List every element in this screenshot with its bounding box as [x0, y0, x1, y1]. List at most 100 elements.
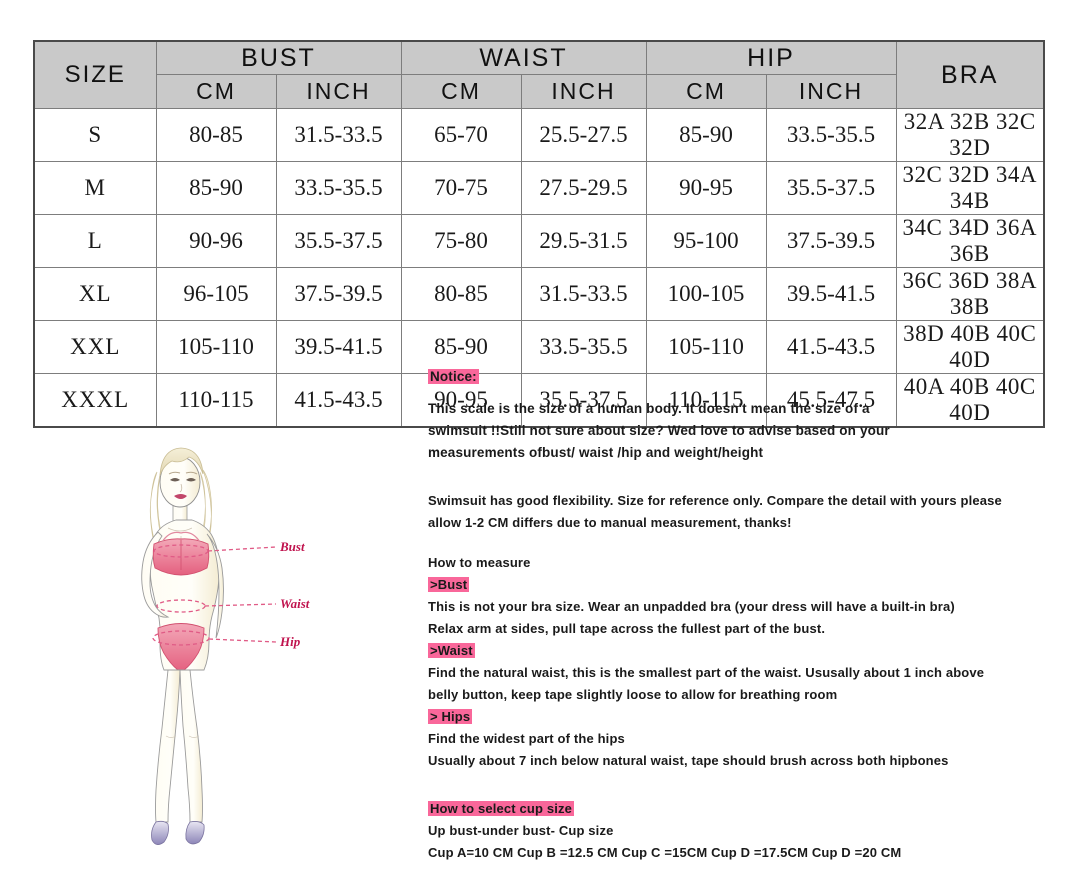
cell-hip-inch: 33.5-35.5 [765, 108, 897, 162]
cell-hip-inch: 35.5-37.5 [765, 161, 897, 215]
notice-paragraph1-line3: measurements ofbust/ waist /hip and weig… [428, 445, 764, 460]
spacer [428, 464, 1040, 490]
cup-size-heading-text: How to select cup size [428, 801, 575, 816]
knee-right [188, 735, 200, 738]
lips [174, 494, 187, 499]
cell-waist-inch: 29.5-31.5 [520, 214, 647, 268]
spacer [428, 388, 1040, 398]
cell-hip-inch: 39.5-41.5 [765, 267, 897, 321]
waist-instruction-line2: belly button, keep tape slightly loose t… [428, 687, 838, 702]
cell-hip-cm: 90-95 [645, 161, 767, 215]
cell-bust-cm: 90-96 [155, 214, 277, 268]
arm-left [141, 531, 170, 618]
hips-instruction-line1: Find the widest part of the hips [428, 731, 625, 746]
table-row: S 80-85 31.5-33.5 65-70 25.5-27.5 85-90 … [33, 108, 1045, 162]
bikini-strap-right [180, 531, 201, 543]
cell-bra: 40A 40B 40C 40D [895, 373, 1045, 428]
table-row: L 90-96 35.5-37.5 75-80 29.5-31.5 95-100… [33, 214, 1045, 268]
waist-section-heading-text: >Waist [428, 643, 475, 658]
cell-bra: 32A 32B 32C 32D [895, 108, 1045, 162]
cell-bust-inch: 41.5-43.5 [275, 373, 402, 428]
cell-bust-cm: 105-110 [155, 320, 277, 374]
table-header-row-units: CM INCH CM INCH CM INCH [34, 74, 1044, 109]
cell-hip-cm: 105-110 [645, 320, 767, 374]
cell-bra: 38D 40B 40C 40D [895, 320, 1045, 374]
bust-instruction-line1: This is not your bra size. Wear an unpad… [428, 599, 955, 614]
bust-leader-line [207, 546, 277, 552]
cell-bust-cm: 110-115 [155, 373, 277, 428]
cup-size-line2: Cup A=10 CM Cup B =12.5 CM Cup C =15CM C… [428, 845, 902, 860]
eyebrow-left [168, 471, 181, 475]
hips-instruction-line2: Usually about 7 inch below natural waist… [428, 753, 949, 768]
header-hip-inch: INCH [765, 74, 897, 109]
cell-bra: 36C 36D 38A 38B [895, 267, 1045, 321]
cell-bust-inch: 35.5-37.5 [275, 214, 402, 268]
header-waist-cm: CM [400, 74, 522, 109]
cell-bust-inch: 31.5-33.5 [275, 108, 402, 162]
waist-section-heading: >Waist [428, 640, 1040, 662]
cell-size: XXXL [33, 373, 157, 428]
cell-waist-inch: 25.5-27.5 [520, 108, 647, 162]
arm-right [206, 533, 224, 639]
header-bust-inch: INCH [275, 74, 402, 109]
shoe-left [151, 820, 169, 845]
hair-front [159, 447, 204, 476]
cell-bust-cm: 85-90 [155, 161, 277, 215]
nose [179, 483, 183, 493]
size-chart-table: SIZE BUST WAIST HIP BRA CM INCH CM INCH … [33, 40, 1045, 428]
knee-left [165, 735, 177, 738]
hips-section-heading-text: > Hips [428, 709, 473, 724]
header-waist-inch: INCH [520, 74, 647, 109]
header-hip: HIP [645, 40, 897, 75]
table-body: S 80-85 31.5-33.5 65-70 25.5-27.5 85-90 … [33, 108, 1045, 428]
header-size: SIZE [33, 40, 157, 109]
cell-hip-cm: 85-90 [645, 108, 767, 162]
waist-label: Waist [280, 596, 310, 611]
body-measurement-illustration: Bust Waist Hip [110, 420, 370, 860]
header-bra: BRA [895, 40, 1045, 109]
cell-waist-cm: 70-75 [400, 161, 522, 215]
table-row: XL 96-105 37.5-39.5 80-85 31.5-33.5 100-… [33, 267, 1045, 321]
spacer [428, 772, 1040, 798]
notice-heading: Notice: [428, 366, 1040, 388]
cell-bra: 34C 34D 36A 36B [895, 214, 1045, 268]
bust-section-heading-text: >Bust [428, 577, 470, 592]
cell-waist-inch: 35.5-37.5 [520, 373, 647, 428]
cell-size: XL [33, 267, 157, 321]
header-hip-cm: CM [645, 74, 767, 109]
bust-label: Bust [279, 539, 305, 554]
how-to-measure-heading: How to measure [428, 555, 531, 570]
table-row: M 85-90 33.5-35.5 70-75 27.5-29.5 90-95 … [33, 161, 1045, 215]
cell-waist-cm: 75-80 [400, 214, 522, 268]
cell-size: XXL [33, 320, 157, 374]
cell-hip-inch: 45.5-47.5 [765, 373, 897, 428]
notice-paragraph1-line2: swimsuit !!Still not sure about size? We… [428, 423, 890, 438]
cell-hip-inch: 41.5-43.5 [765, 320, 897, 374]
size-chart-table-container: SIZE BUST WAIST HIP BRA CM INCH CM INCH … [33, 40, 1045, 428]
table-row: XXXL 110-115 41.5-43.5 90-95 35.5-37.5 1… [33, 373, 1045, 428]
cell-bust-cm: 80-85 [155, 108, 277, 162]
bust-section-heading: >Bust [428, 574, 1040, 596]
cell-waist-inch: 27.5-29.5 [520, 161, 647, 215]
cell-size: M [33, 161, 157, 215]
notice-paragraph1-line1: This scale is the size of a human body. … [428, 401, 870, 416]
cell-hip-cm: 95-100 [645, 214, 767, 268]
shoe-right [185, 821, 205, 845]
collarbone [167, 527, 193, 532]
hip-leader-line [208, 638, 277, 643]
eye-right [186, 478, 196, 482]
flexibility-line2: allow 1-2 CM differs due to manual measu… [428, 515, 792, 530]
waist-instruction-line1: Find the natural waist, this is the smal… [428, 665, 985, 680]
female-body-figure-svg: Bust Waist Hip [141, 447, 310, 845]
cell-size: L [33, 214, 157, 268]
header-waist: WAIST [400, 40, 647, 75]
cell-waist-inch: 31.5-33.5 [520, 267, 647, 321]
cell-size: S [33, 108, 157, 162]
cell-bust-inch: 37.5-39.5 [275, 267, 402, 321]
bikini-bottom [157, 623, 205, 673]
cell-bra: 32C 32D 34A 34B [895, 161, 1045, 215]
cell-waist-cm: 80-85 [400, 267, 522, 321]
hips-section-heading: > Hips [428, 706, 1040, 728]
eye-left [170, 478, 180, 482]
cell-waist-inch: 33.5-35.5 [520, 320, 647, 374]
